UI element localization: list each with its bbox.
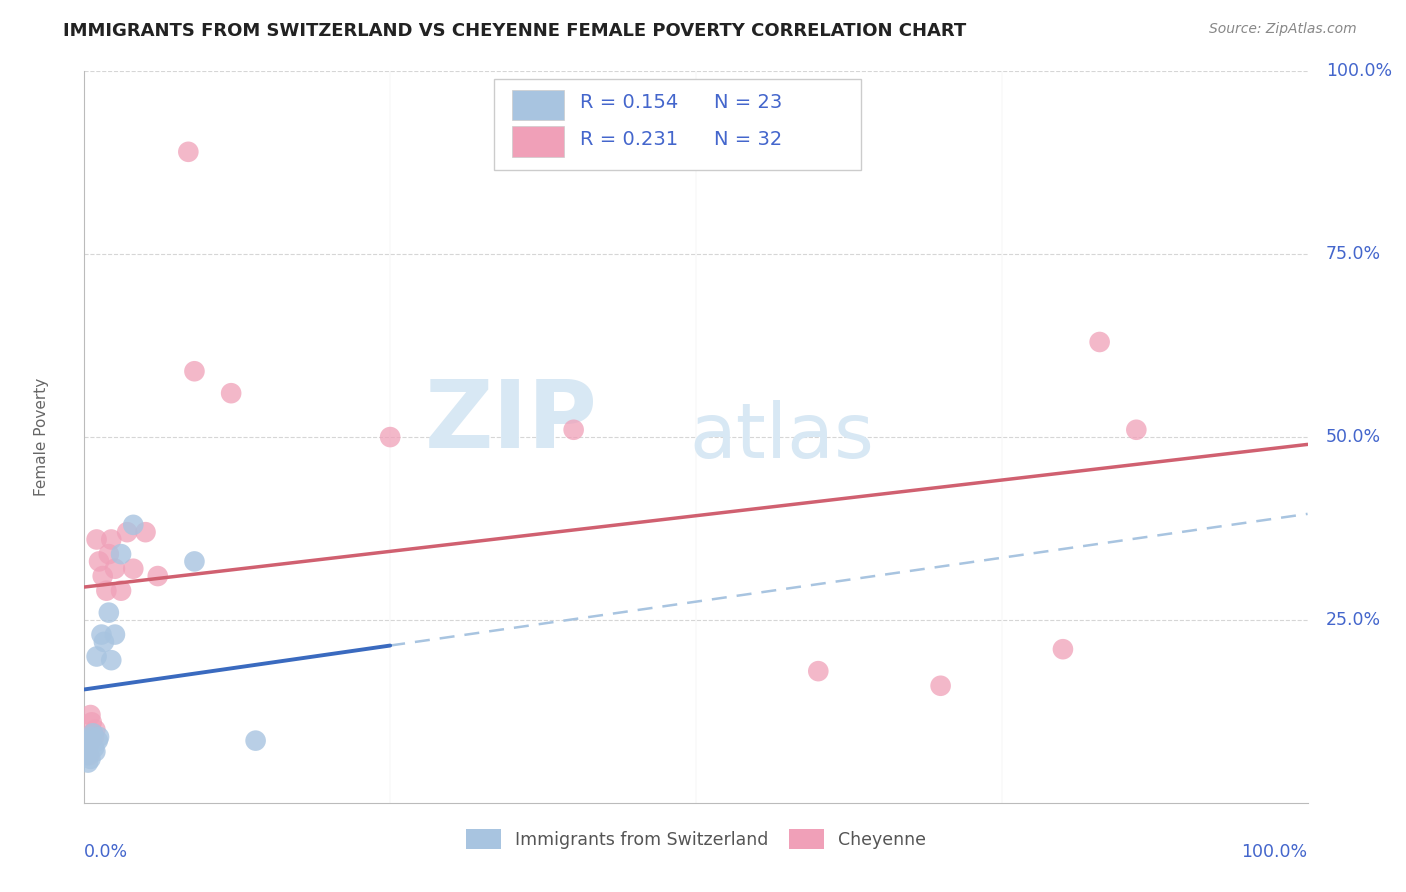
Text: 100.0%: 100.0% (1326, 62, 1392, 80)
Legend: Immigrants from Switzerland, Cheyenne: Immigrants from Switzerland, Cheyenne (460, 822, 932, 856)
FancyBboxPatch shape (513, 90, 564, 120)
Point (84, 723, 107, 737)
Point (96, 583, 118, 598)
Text: 75.0%: 75.0% (1326, 245, 1381, 263)
Point (75, 733, 97, 747)
Point (104, 562, 127, 576)
Point (183, 554, 205, 568)
Point (807, 664, 830, 678)
Point (82, 726, 104, 740)
Text: N = 32: N = 32 (714, 130, 783, 149)
Text: R = 0.231: R = 0.231 (579, 130, 678, 149)
Point (80, 715, 103, 730)
Point (84, 745, 107, 759)
Point (1052, 642, 1074, 657)
Point (122, 517, 145, 532)
Point (79, 737, 101, 751)
Point (562, 423, 585, 437)
Text: Female Poverty: Female Poverty (34, 378, 49, 496)
Point (75, 740, 97, 755)
Text: IMMIGRANTS FROM SWITZERLAND VS CHEYENNE FEMALE POVERTY CORRELATION CHART: IMMIGRANTS FROM SWITZERLAND VS CHEYENNE … (63, 22, 966, 40)
Text: 0.0%: 0.0% (84, 843, 128, 861)
Text: 25.0%: 25.0% (1326, 611, 1381, 629)
Point (91, 569, 114, 583)
Point (86, 649, 108, 664)
Point (77, 745, 100, 759)
Point (135, 525, 157, 540)
Text: N = 23: N = 23 (714, 94, 783, 112)
Point (110, 547, 132, 561)
Point (79, 708, 101, 723)
Point (122, 562, 145, 576)
Point (146, 569, 169, 583)
Point (79, 752, 101, 766)
Point (110, 583, 132, 598)
Text: Source: ZipAtlas.com: Source: ZipAtlas.com (1209, 22, 1357, 37)
Point (183, 364, 205, 378)
Point (83, 730, 105, 744)
Point (104, 627, 127, 641)
Point (80, 730, 103, 744)
Point (82, 726, 104, 740)
Point (1088, 334, 1111, 349)
Point (83, 740, 105, 755)
Point (77, 748, 100, 763)
Point (1125, 423, 1147, 437)
Point (77, 737, 100, 751)
Point (245, 733, 267, 747)
Point (219, 386, 242, 401)
Point (76, 748, 98, 763)
Point (86, 533, 108, 547)
FancyBboxPatch shape (513, 126, 564, 157)
Point (115, 525, 138, 540)
Text: 50.0%: 50.0% (1326, 428, 1381, 446)
Text: atlas: atlas (689, 401, 875, 474)
Point (77, 756, 100, 770)
Point (929, 679, 952, 693)
FancyBboxPatch shape (494, 78, 860, 170)
Text: 100.0%: 100.0% (1241, 843, 1308, 861)
Point (177, 145, 200, 159)
Point (87, 730, 110, 744)
Point (87, 554, 110, 568)
Point (100, 653, 122, 667)
Point (100, 533, 122, 547)
Point (93, 635, 115, 649)
Point (380, 430, 402, 444)
Point (77, 740, 100, 755)
Point (97, 606, 120, 620)
Text: R = 0.154: R = 0.154 (579, 94, 678, 112)
Point (77, 733, 100, 747)
Text: ZIP: ZIP (425, 376, 598, 468)
Point (87, 733, 110, 747)
Point (76, 745, 98, 759)
Point (90, 627, 112, 641)
Point (97, 547, 120, 561)
